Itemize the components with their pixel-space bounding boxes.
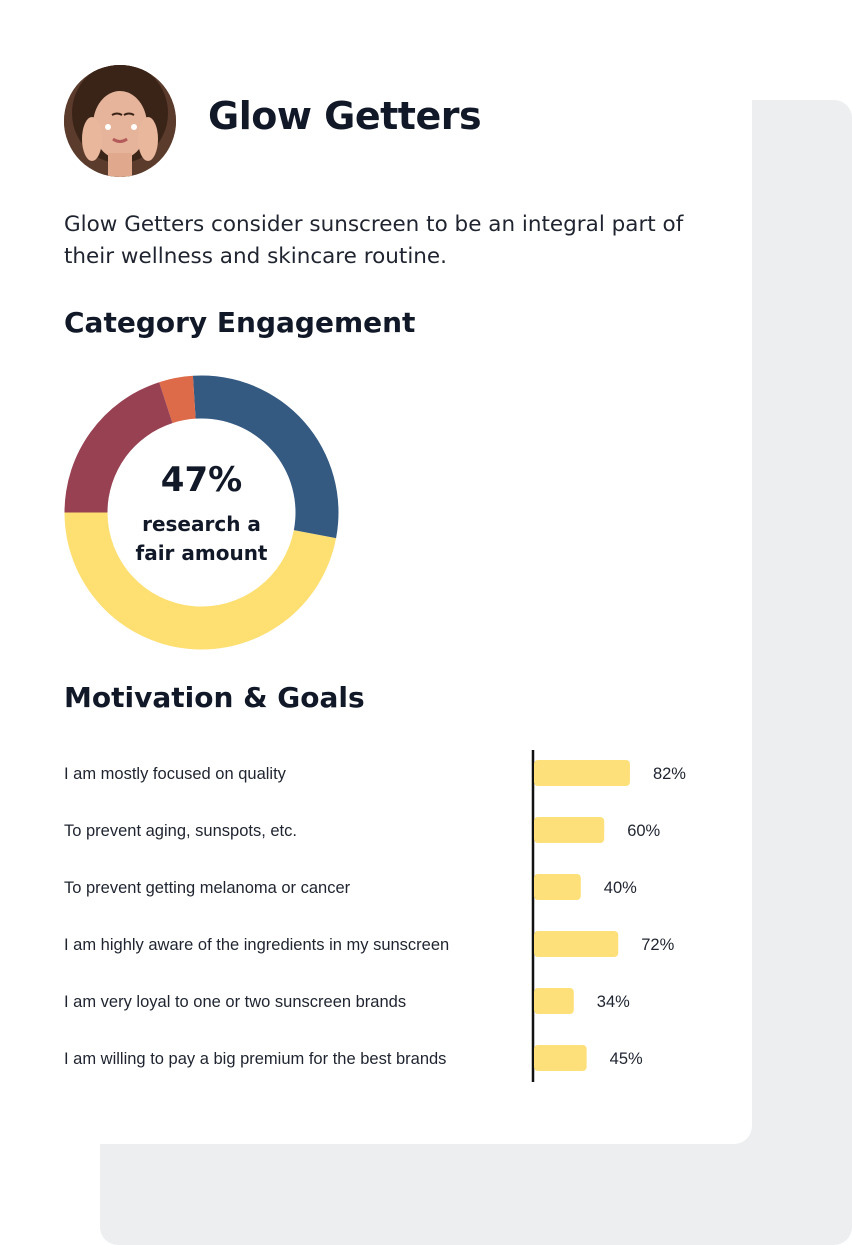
category-engagement-heading: Category Engagement <box>64 306 416 339</box>
motivation-bar-chart: I am mostly focused on quality 82% To prev… <box>0 740 752 1090</box>
bar-category-label: To prevent getting melanoma or cancer <box>64 879 351 897</box>
persona-card: Glow Getters Glow Getters consider sunsc… <box>0 65 752 1090</box>
donut-slice-1 <box>192 375 339 539</box>
donut-center-text: research a fair amount <box>135 512 268 565</box>
donut-center-value: 47% <box>160 460 243 500</box>
bar <box>534 931 619 957</box>
bar <box>534 817 605 843</box>
bar-category-label: I am mostly focused on quality <box>64 765 287 783</box>
bar-category-label: I am willing to pay a big premium for th… <box>64 1050 446 1068</box>
bar-value-label: 34% <box>597 993 630 1011</box>
donut-center-label: 47% research a fair amount <box>64 460 339 568</box>
engagement-donut-chart: 47% research a fair amount <box>64 375 339 650</box>
bar-category-label: I am very loyal to one or two sunscreen … <box>64 993 406 1011</box>
bar-value-label: 45% <box>610 1050 643 1068</box>
bar-value-label: 40% <box>604 879 637 897</box>
donut-slice-3 <box>64 382 173 513</box>
donut-slice-2 <box>159 375 196 424</box>
bar <box>534 760 630 786</box>
bar-category-label: I am highly aware of the ingredients in … <box>64 936 449 954</box>
bar-category-label: To prevent aging, sunspots, etc. <box>64 822 297 840</box>
donut-slice-0 <box>64 512 337 650</box>
bar-value-label: 60% <box>627 822 660 840</box>
bar <box>534 874 581 900</box>
persona-title: Glow Getters <box>208 94 482 138</box>
bar-value-label: 82% <box>653 765 686 783</box>
persona-avatar <box>64 65 176 177</box>
motivation-goals-heading: Motivation & Goals <box>64 681 365 714</box>
bar <box>534 988 574 1014</box>
bar-value-label: 72% <box>641 936 674 954</box>
bar <box>534 1045 587 1071</box>
persona-description: Glow Getters consider sunscreen to be an… <box>64 212 684 269</box>
